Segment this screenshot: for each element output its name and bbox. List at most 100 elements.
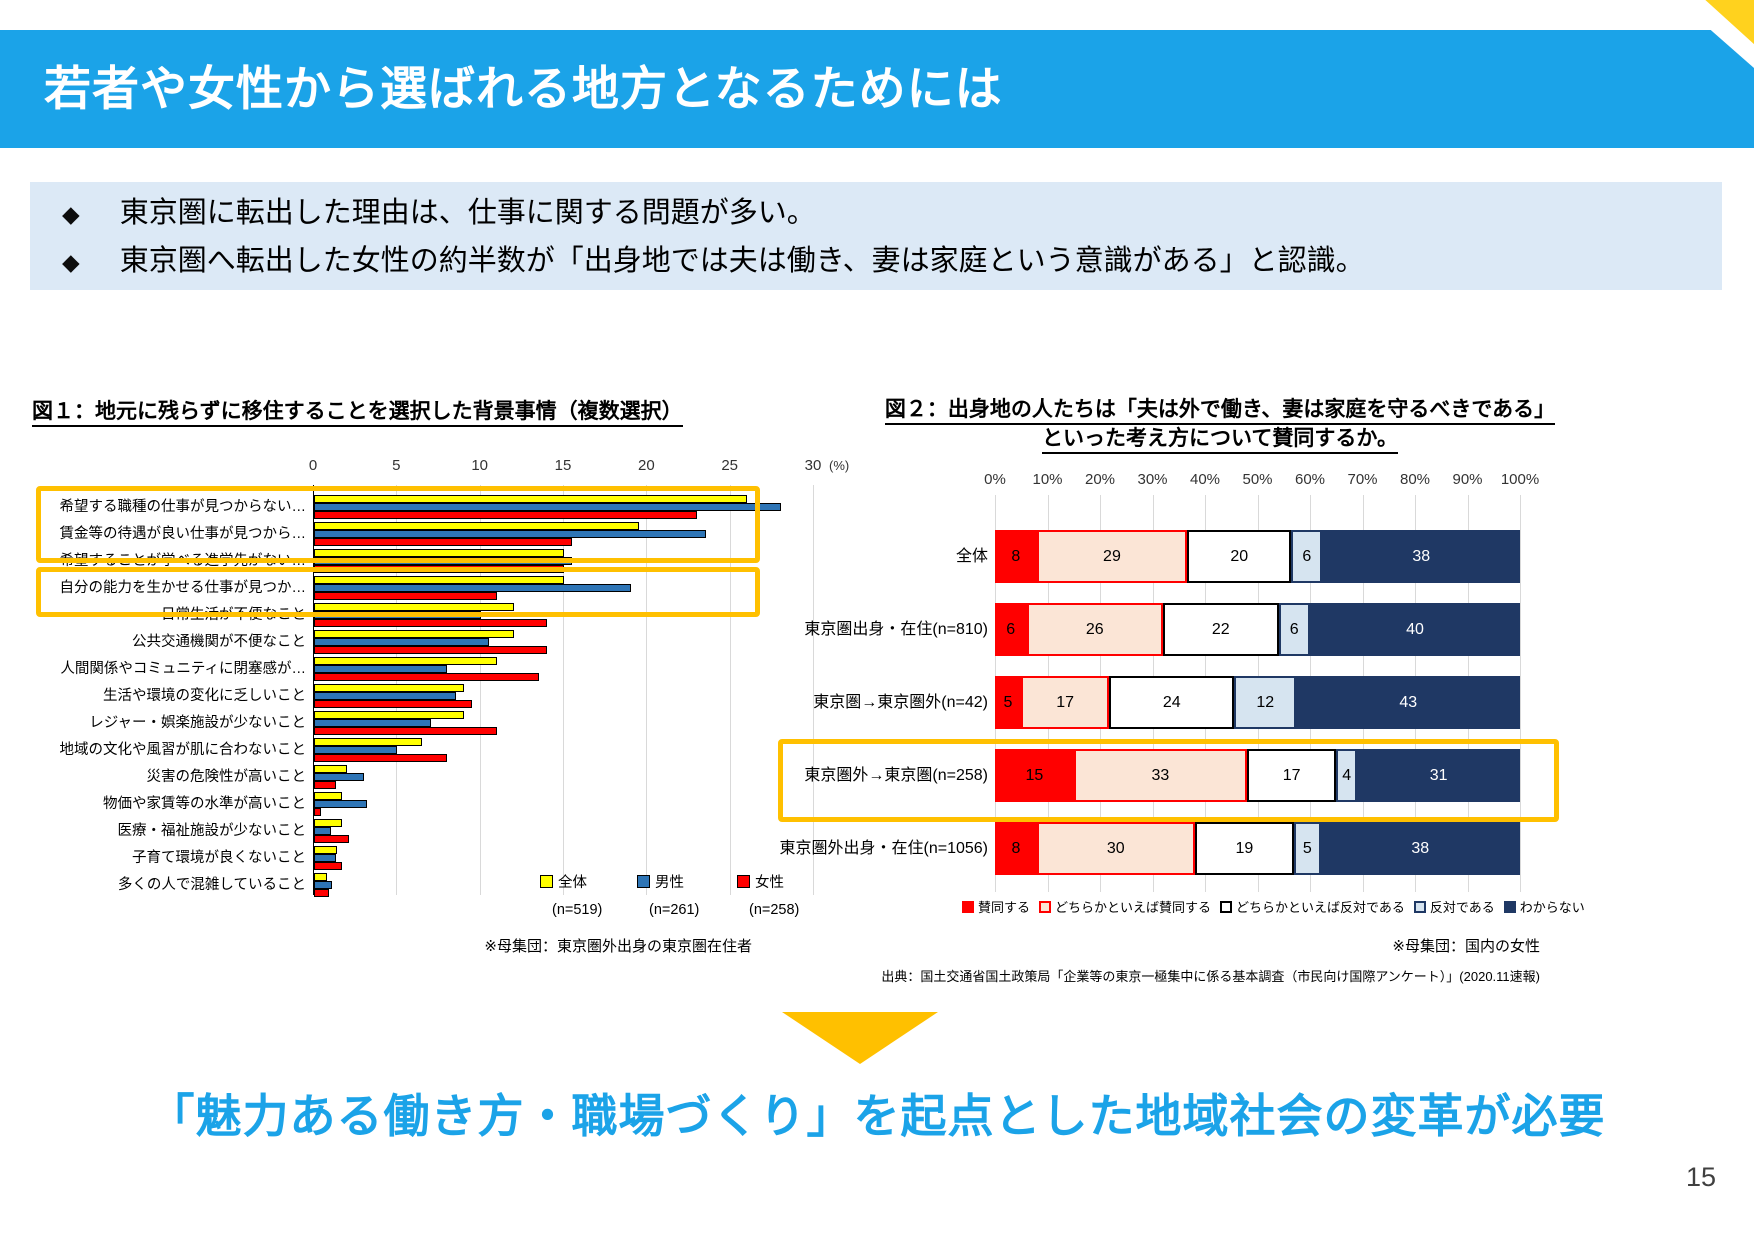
bar-男性 xyxy=(314,584,631,592)
bar-全体 xyxy=(314,873,328,881)
figure2-footnote: ※母集団：国内の女性 xyxy=(1392,938,1540,955)
segment-どちらかといえば反対である: 24 xyxy=(1109,676,1235,729)
segment-どちらかといえば反対である: 19 xyxy=(1194,822,1295,875)
bar-全体 xyxy=(314,684,464,692)
bar-全体 xyxy=(314,603,514,611)
category-label: 地域の文化や風習が肌に合わないこと xyxy=(59,742,307,758)
figure2-stacked-bar-chart: 図２：出身地の人たちは「夫は外で働き、妻は家庭を守るべきである」 といった考え方… xyxy=(778,395,1724,995)
down-arrow-icon xyxy=(782,1012,938,1064)
legend-n-label: (n=519) xyxy=(552,902,603,918)
bar-女性 xyxy=(314,808,321,816)
legend-swatch-icon xyxy=(540,875,553,888)
y-axis-line xyxy=(313,485,314,895)
category-label: 生活や環境の変化に乏しいこと xyxy=(103,688,306,704)
bar-男性 xyxy=(314,800,368,808)
legend-swatch-icon xyxy=(962,900,974,913)
legend-swatch-icon xyxy=(637,875,650,888)
legend-n-label: (n=258) xyxy=(749,902,800,918)
category-label: 物価や家賃等の水準が高いこと xyxy=(103,796,306,812)
x-tick-label: 15 xyxy=(554,457,572,474)
segment-わからない: 40 xyxy=(1310,603,1520,656)
category-label: 多くの人で混雑していること xyxy=(117,877,306,893)
x-tick-label: 5 xyxy=(392,457,401,474)
x-tick-label: 60% xyxy=(1294,471,1326,488)
x-tick-label: 20 xyxy=(637,457,655,474)
bar-男性 xyxy=(314,773,364,781)
segment-どちらかといえば賛同する: 26 xyxy=(1026,603,1163,656)
legend-label: 反対である xyxy=(1429,900,1495,915)
segment-反対である: 5 xyxy=(1294,822,1321,875)
legend-row: 女性 xyxy=(737,871,842,892)
grid-line xyxy=(813,485,814,895)
x-tick-label: 90% xyxy=(1452,471,1483,488)
legend-item: 全体 (n=519) xyxy=(540,871,645,918)
stacked-bar: 6 26 22 6 40 xyxy=(995,603,1520,656)
category-label: 公共交通機関が不便なこと xyxy=(132,634,306,650)
bar-女性 xyxy=(314,781,336,789)
segment-どちらかといえば反対である: 22 xyxy=(1163,603,1279,656)
x-tick-label: 30 xyxy=(804,457,822,474)
figure1-footnote: ※母集団：東京圏外出身の東京圏在住者 xyxy=(484,938,752,955)
legend-item: 女性 (n=258) xyxy=(737,871,842,918)
segment-反対である: 12 xyxy=(1234,676,1297,729)
segment-どちらかといえば賛同する: 29 xyxy=(1036,530,1188,583)
bar-全体 xyxy=(314,792,343,800)
category-label: 東京圏外→東京圏(n=258) xyxy=(804,767,988,784)
bar-全体 xyxy=(314,711,464,719)
bar-女性 xyxy=(314,862,343,870)
legend-row: 全体 xyxy=(540,871,645,892)
summary-bullet-text: 東京圏に転出した理由は、仕事に関する問題が多い。 xyxy=(119,197,816,229)
legend-swatch-icon xyxy=(1413,900,1426,913)
bar-男性 xyxy=(314,503,781,511)
summary-bullet: ◆ 東京圏に転出した理由は、仕事に関する問題が多い。 xyxy=(30,190,1722,238)
category-label: 賃金等の待遇が良い仕事が見つから… xyxy=(59,526,307,542)
segment-わからない: 31 xyxy=(1357,749,1520,802)
segment-どちらかといえば賛同する: 17 xyxy=(1020,676,1110,729)
category-label: 子育て環境が良くないこと xyxy=(132,850,306,866)
legend-item: 賛同する xyxy=(962,897,1030,916)
segment-どちらかといえば反対である: 20 xyxy=(1187,530,1292,583)
category-label: 人間関係やコミュニティに閉塞感が… xyxy=(60,661,306,677)
header-bar: 若者や女性から選ばれる地方となるためには xyxy=(0,30,1754,148)
x-tick-label: 25 xyxy=(721,457,738,474)
segment-わからない: 38 xyxy=(1322,530,1520,583)
legend-swatch-icon xyxy=(1039,900,1052,913)
summary-bullet-text: 東京圏へ転出した女性の約半数が「出身地では夫は働き、妻は家庭という意識がある」と… xyxy=(119,245,1365,277)
segment-反対である: 4 xyxy=(1336,749,1358,802)
bar-男性 xyxy=(314,746,398,754)
bar-女性 xyxy=(314,538,573,546)
stacked-bar: 5 17 24 12 43 xyxy=(995,676,1520,729)
stacked-bar: 8 30 19 5 38 xyxy=(995,822,1520,875)
bar-全体 xyxy=(314,738,423,746)
conclusion-text: 「魅力ある働き方・職場づくり」を起点とした地域社会の変革が必要 xyxy=(148,1090,1606,1142)
category-label: 東京圏→東京圏外(n=42) xyxy=(813,694,988,711)
x-tick-label: 70% xyxy=(1347,471,1378,488)
segment-賛同する: 5 xyxy=(995,676,1021,729)
bar-全体 xyxy=(314,846,338,854)
figure1-grouped-bar-chart: 図１：地元に残らずに移住することを選択した背景事情（複数選択） ※母集団：東京圏… xyxy=(30,395,849,975)
legend-n-label: (n=261) xyxy=(649,902,700,918)
x-tick-label: 30% xyxy=(1137,471,1168,488)
segment-どちらかといえば反対である: 17 xyxy=(1247,749,1337,802)
category-label: 自分の能力を生かせる仕事が見つか… xyxy=(59,580,307,596)
x-tick-label: 10% xyxy=(1032,471,1063,488)
segment-賛同する: 8 xyxy=(995,530,1037,583)
category-label: 希望する職種の仕事が見つからない… xyxy=(59,499,307,515)
summary-box: ◆ 東京圏に転出した理由は、仕事に関する問題が多い。 ◆ 東京圏へ転出した女性の… xyxy=(30,182,1722,290)
segment-賛同する: 6 xyxy=(995,603,1027,656)
bar-全体 xyxy=(314,765,348,773)
figure2-title-line2: といった考え方について賛同するか。 xyxy=(840,426,1600,454)
bar-女性 xyxy=(314,673,539,681)
x-tick-label: 40% xyxy=(1189,471,1221,488)
legend-item: どちらかといえば反対である xyxy=(1220,897,1405,916)
legend-swatch-icon xyxy=(1503,900,1516,913)
legend-swatch-icon xyxy=(737,875,750,888)
bar-全体 xyxy=(314,630,514,638)
category-label: 希望することが学べる進学先がない… xyxy=(59,553,307,569)
category-label: 災害の危険性が高いこと xyxy=(146,769,307,785)
bar-男性 xyxy=(314,692,456,700)
grid-line xyxy=(646,485,648,895)
diamond-bullet-icon: ◆ xyxy=(62,201,80,227)
segment-どちらかといえば賛同する: 33 xyxy=(1073,749,1247,802)
category-label: レジャー・娯楽施設が少ないこと xyxy=(89,715,306,731)
